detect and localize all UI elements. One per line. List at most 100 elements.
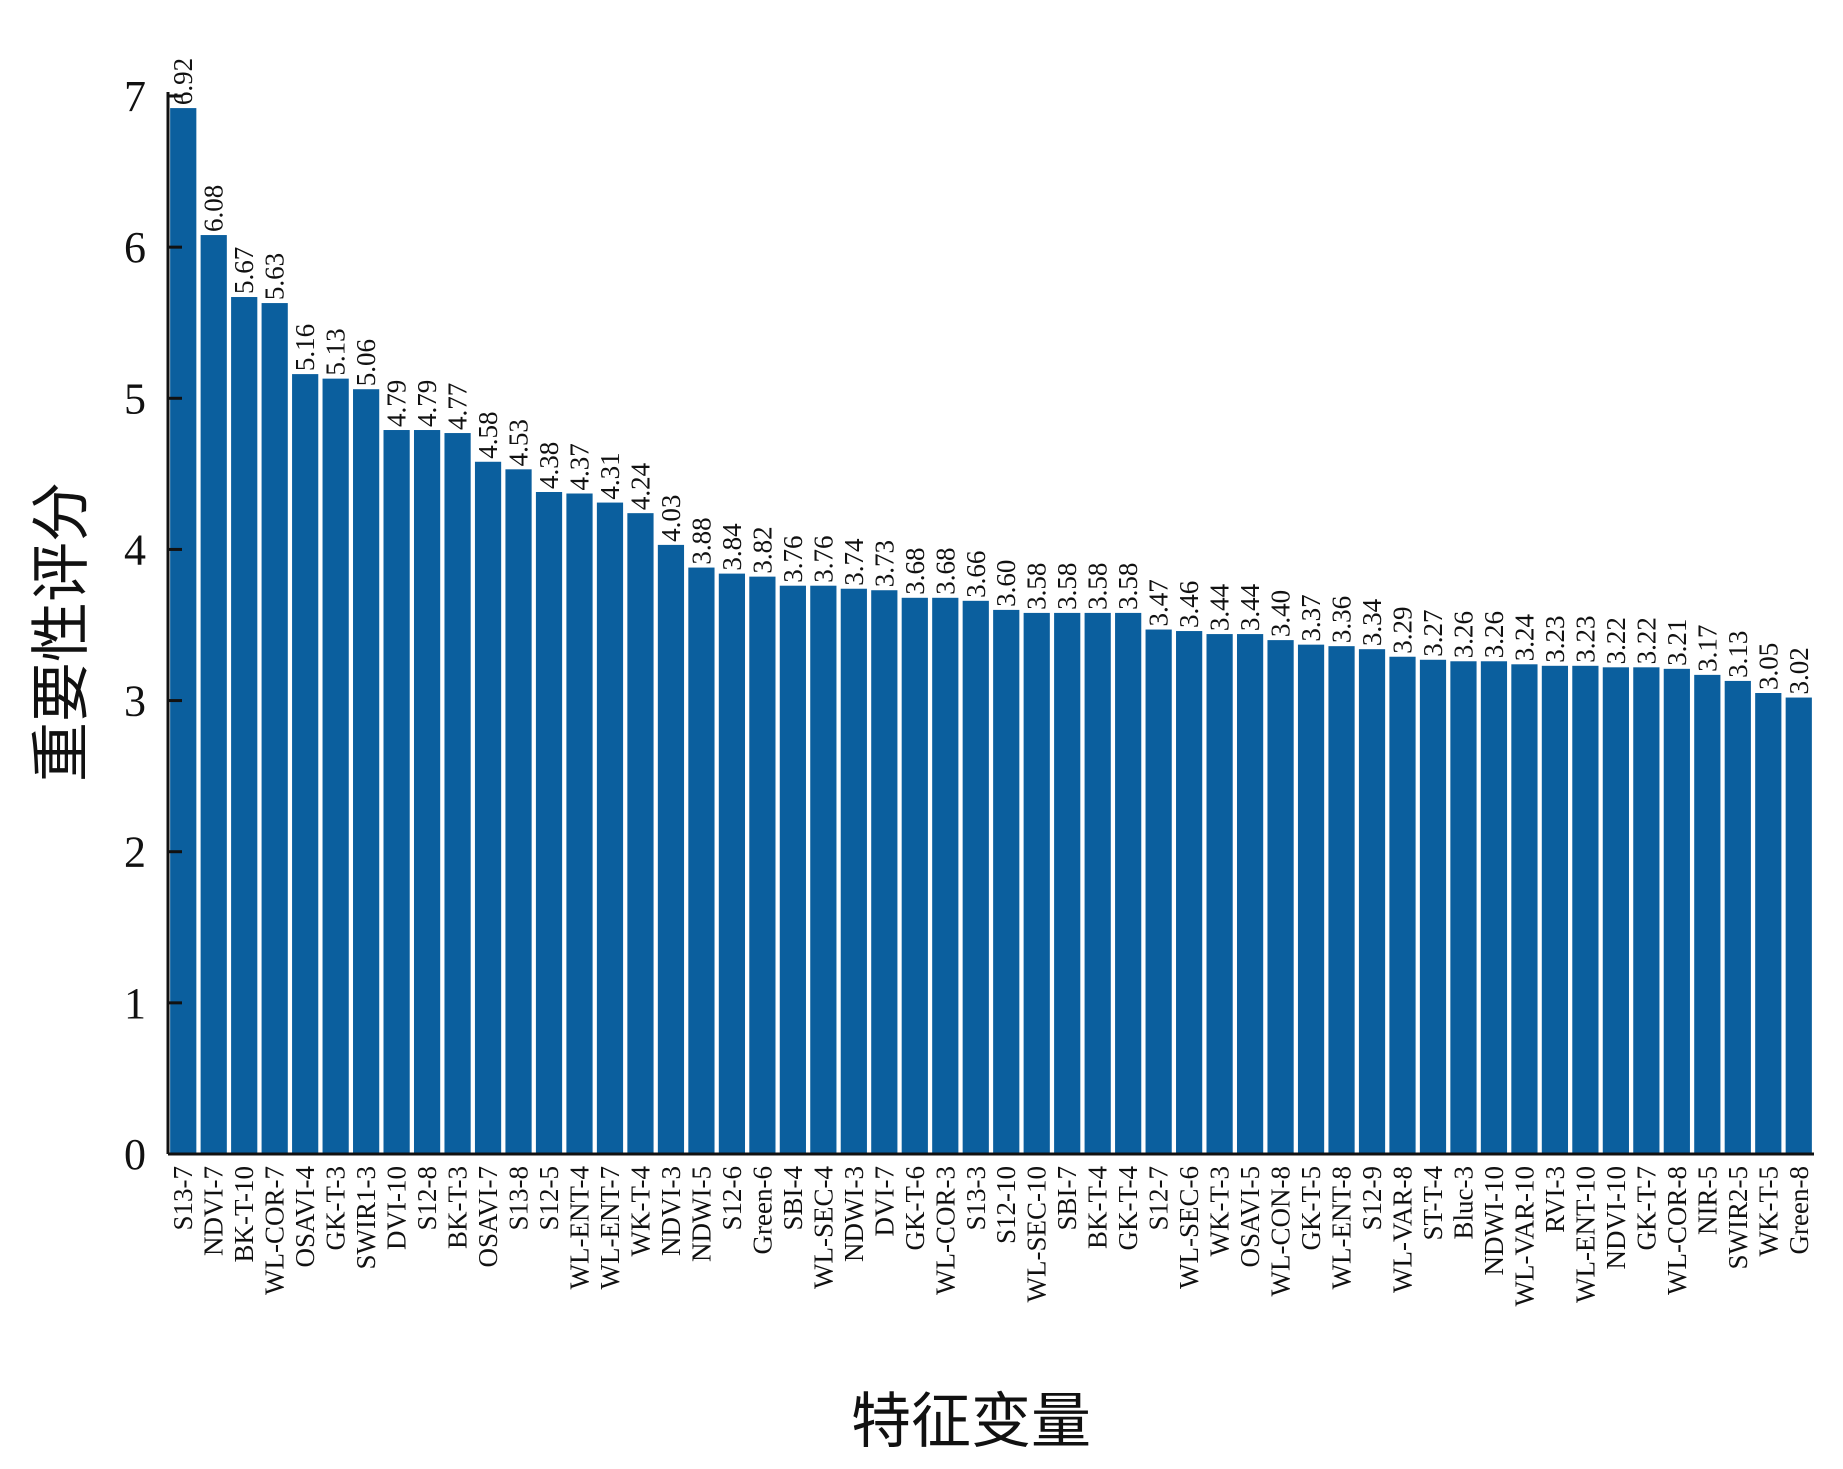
bar-value-label: 3.68 — [900, 548, 930, 595]
x-tick-label: WL-SEC-10 — [1022, 1166, 1052, 1302]
bar — [1267, 640, 1294, 1154]
x-tick-label: S12-8 — [412, 1166, 442, 1231]
x-tick-label: OSAVI-4 — [290, 1166, 320, 1268]
bar-value-label: 3.17 — [1692, 625, 1722, 672]
bar-value-label: 4.24 — [625, 462, 655, 510]
x-tick-label: SBI-4 — [778, 1166, 808, 1231]
bar — [1084, 612, 1111, 1154]
x-tick-label: DVI-7 — [869, 1166, 899, 1236]
x-tick-label: WL-ENT-8 — [1327, 1166, 1357, 1289]
x-tick-label: S12-6 — [717, 1166, 747, 1231]
x-tick-label: NDVI-10 — [1601, 1166, 1631, 1269]
bar-value-label: 3.13 — [1723, 631, 1753, 678]
bar-value-label: 3.68 — [930, 548, 960, 595]
x-tick-label: GK-T-6 — [900, 1166, 930, 1251]
x-tick-label: Green-6 — [747, 1166, 777, 1254]
x-tick-label: GK-T-4 — [1113, 1166, 1143, 1251]
bar-value-labels: 6.926.085.67 5.635.16 5.13 5.064.79 4.79 4.77… — [168, 58, 1814, 695]
x-tick-label: WL-ENT-10 — [1570, 1166, 1600, 1303]
bar-value-label: 3.82 — [747, 526, 777, 573]
x-tick-label: WL-COR-8 — [1662, 1166, 1692, 1295]
bar-value-label: 4.53 — [504, 419, 534, 466]
x-tick-label: BK-T-4 — [1083, 1166, 1113, 1250]
bar-value-label: 3.76 — [778, 535, 808, 582]
bar-value-label: 5.16 — [290, 324, 320, 371]
bar-value-label: 3.36 — [1327, 596, 1357, 643]
x-tick-label: WK-T-5 — [1753, 1166, 1783, 1256]
x-tick-label: BK-T-10 — [229, 1166, 259, 1263]
bar — [932, 597, 959, 1154]
x-tick-label: S12-7 — [1144, 1166, 1174, 1231]
bar-value-label: 3.66 — [961, 551, 991, 598]
x-tick-label: WL-COR-7 — [260, 1166, 290, 1295]
x-tick-label: NDWI-10 — [1479, 1166, 1509, 1275]
bar-value-label: 3.22 — [1631, 617, 1661, 664]
bar-value-label: 3.23 — [1570, 616, 1600, 663]
bar — [231, 297, 258, 1154]
bar — [566, 493, 593, 1154]
bar — [1054, 612, 1081, 1154]
bar — [353, 389, 380, 1154]
x-tick-label: SWIR2-5 — [1723, 1166, 1753, 1270]
x-tick-label: NDVI-3 — [656, 1166, 686, 1256]
bar-value-label: 4.37 — [565, 443, 595, 490]
x-tick-label: DVI-10 — [382, 1166, 412, 1250]
x-tick-label: S13-3 — [961, 1166, 991, 1231]
x-tick-label: OSAVI-7 — [473, 1166, 503, 1268]
bar-value-label: 4.58 — [473, 412, 503, 459]
y-axis-ticks: 0 1 2 3 4 5 6 7 — [124, 72, 182, 1179]
bar-value-label: 4.79 — [382, 380, 412, 427]
x-tick-label: NDVI-7 — [199, 1166, 229, 1256]
bar — [200, 235, 227, 1155]
bar — [170, 108, 197, 1154]
x-tick-label: S13-8 — [504, 1166, 534, 1231]
bar-value-label: 3.26 — [1479, 611, 1509, 658]
bar — [474, 461, 502, 1154]
bar-value-label: 3.44 — [1235, 583, 1265, 631]
bar-value-label: 3.58 — [1083, 563, 1113, 610]
axes-group — [166, 92, 1814, 1156]
bar-value-label: 3.47 — [1144, 579, 1174, 626]
bar — [810, 585, 837, 1154]
bar — [962, 600, 989, 1154]
bar-value-label: 3.24 — [1509, 614, 1539, 662]
bar-value-label: 3.23 — [1540, 616, 1570, 663]
bar — [1389, 656, 1416, 1154]
bar-value-label: 3.84 — [717, 523, 747, 571]
bar — [1023, 612, 1050, 1154]
bar-value-label: 3.37 — [1296, 594, 1326, 641]
bar-value-label: 3.40 — [1266, 590, 1296, 637]
x-tick-label: S13-7 — [168, 1166, 198, 1231]
bar-value-label: 4.77 — [443, 383, 473, 430]
x-tick-label: WL-SEC-4 — [808, 1166, 838, 1289]
x-tick-label: RVI-3 — [1540, 1166, 1570, 1233]
bar-value-label: 3.21 — [1662, 619, 1692, 666]
bar — [871, 590, 898, 1154]
bar — [901, 597, 928, 1154]
y-tick-label: 4 — [124, 525, 146, 574]
x-tick-label: WL-CON-8 — [1266, 1166, 1296, 1296]
bar-value-label: 3.58 — [1022, 563, 1052, 610]
bar-value-label: 3.58 — [1113, 563, 1143, 610]
x-tick-label: SWIR1-3 — [351, 1166, 381, 1270]
y-tick-label: 7 — [124, 72, 146, 121]
bar-value-label: 4.38 — [534, 442, 564, 489]
bar — [993, 609, 1020, 1154]
bar — [1480, 661, 1508, 1154]
bar — [1145, 629, 1172, 1154]
y-tick-label: 6 — [124, 223, 146, 272]
bar — [749, 576, 776, 1154]
x-axis-category-labels: S13-7 NDVI-7 BK-T-10 WL-COR-7 OSAVI-4 GK-T-3 S… — [168, 1166, 1814, 1307]
bar-value-label: 3.29 — [1388, 606, 1418, 653]
bar — [1206, 634, 1233, 1154]
bar — [779, 585, 806, 1154]
x-tick-label: WL-SEC-6 — [1174, 1166, 1204, 1289]
bar-value-label: 5.13 — [321, 328, 351, 375]
bar — [1328, 646, 1355, 1154]
bar — [1358, 649, 1386, 1154]
x-tick-label: SBI-7 — [1052, 1166, 1082, 1231]
bar-value-label: 3.34 — [1357, 598, 1387, 646]
y-axis-title: 重要性评分 — [29, 482, 95, 782]
bar-value-label: 3.26 — [1448, 611, 1478, 658]
